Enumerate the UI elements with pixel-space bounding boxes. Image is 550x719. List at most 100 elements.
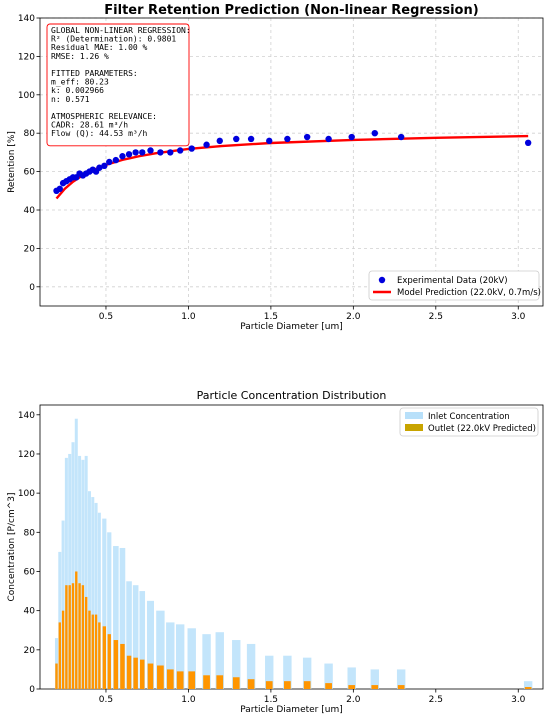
inlet-bar [246, 643, 256, 689]
y-tick-label: 0 [29, 685, 35, 695]
annotation-line: n: 0.571 [51, 95, 90, 104]
legend-swatch-inlet [405, 412, 423, 419]
outlet-bar [303, 681, 311, 689]
inlet-bar [126, 581, 132, 689]
y-tick-label: 40 [24, 607, 36, 617]
annotation-line: m_eff: 80.23 [51, 78, 109, 87]
y-tick-label: 20 [24, 646, 36, 656]
inlet-bar [396, 669, 406, 689]
y-tick-label: 140 [18, 411, 35, 421]
annotation-line: CADR: 28.61 m³/h [51, 121, 128, 130]
plot-frame [39, 17, 544, 307]
y-tick-label: 0 [29, 283, 35, 293]
experimental-data-point [167, 149, 174, 156]
legend-label-experimental: Experimental Data (20kV) [397, 276, 508, 286]
annotation-line: Flow (Q): 44.53 m³/h [51, 129, 148, 138]
inlet-bar [166, 622, 175, 689]
inlet-bar [61, 520, 65, 689]
inlet-bar [523, 681, 533, 689]
experimental-data-point [247, 135, 255, 143]
outlet-bar [176, 671, 184, 689]
outlet-bar [78, 583, 81, 689]
experimental-data-point [157, 149, 164, 156]
y-tick-label: 120 [18, 52, 35, 62]
inlet-bar [81, 459, 85, 689]
y-tick-label: 140 [18, 14, 35, 24]
experimental-data-point [348, 133, 355, 141]
inlet-bar [283, 655, 292, 689]
inlet-bar [74, 418, 78, 689]
experimental-data-point [325, 135, 332, 143]
y-tick-label: 60 [24, 567, 36, 577]
experimental-data-point [106, 158, 113, 166]
outlet-bar [120, 643, 125, 689]
inlet-bar [107, 532, 112, 689]
x-tick-label: 1.5 [264, 312, 278, 322]
experimental-data-point [132, 149, 139, 156]
outlet-bar [524, 687, 532, 689]
outlet-bar [325, 683, 332, 689]
outlet-bar [98, 622, 101, 689]
experimental-data-point [188, 145, 195, 152]
annotation-box [46, 23, 190, 147]
x-tick-label: 3.0 [511, 312, 526, 322]
outlet-bar [75, 571, 78, 689]
experimental-data-point [125, 151, 133, 158]
experimental-data-point [371, 130, 378, 137]
chart-title: Filter Retention Prediction (Non-linear … [104, 3, 478, 18]
outlet-bar [397, 685, 405, 689]
inlet-bar [78, 455, 82, 689]
inlet-bar [68, 453, 72, 689]
outlet-bar [81, 585, 85, 689]
experimental-data-point [112, 156, 120, 164]
inlet-bar [97, 512, 101, 689]
x-tick-label: 3.0 [511, 695, 526, 705]
legend-box [399, 407, 539, 437]
inlet-bar [265, 655, 274, 689]
inlet-bar [347, 667, 356, 689]
x-tick-label: 2.5 [429, 695, 443, 705]
outlet-bar [113, 640, 119, 689]
inlet-bar [156, 610, 165, 689]
inlet-bar [232, 640, 241, 689]
y-tick-label: 120 [18, 450, 35, 460]
annotation-line: FITTED PARAMETERS: [51, 69, 138, 78]
outlet-bar [166, 669, 174, 689]
outlet-bar [157, 665, 164, 689]
outlet-bar [94, 614, 98, 689]
inlet-bar [302, 657, 312, 689]
x-tick-label: 2.0 [346, 312, 361, 322]
x-axis-label: Particle Diameter [um] [240, 322, 343, 332]
retention-chart: 0.5 1.0 1.5 2.0 2.5 3.0 0 20 40 60 80 100 120 140 Filt… [7, 3, 544, 332]
legend-swatch-outlet [405, 424, 423, 431]
y-tick-label: 80 [24, 129, 36, 139]
x-tick-label: 1.5 [264, 695, 278, 705]
x-axis-label: Particle Diameter [um] [240, 705, 343, 715]
inlet-bar [139, 591, 146, 689]
inlet-bar [119, 547, 126, 689]
outlet-bar [348, 685, 356, 689]
experimental-data-point [119, 153, 126, 160]
outlet-bar [216, 675, 224, 689]
outlet-bar [126, 655, 132, 689]
x-tick-label: 1.0 [181, 695, 196, 705]
outlet-bar [65, 585, 68, 689]
annotation-line: ATMOSPHERIC RELEVANCE: [51, 112, 157, 121]
experimental-data-point [147, 147, 154, 154]
x-tick-label: 2.5 [429, 312, 443, 322]
annotation-line: Residual MAE: 1.00 % [51, 43, 148, 52]
outlet-bar [107, 634, 111, 689]
experimental-data-point [397, 133, 405, 141]
legend-label-outlet: Outlet (22.0kV Predicted) [428, 424, 536, 434]
outlet-bar [203, 675, 210, 689]
x-tick-label: 2.0 [346, 695, 361, 705]
outlet-bar [84, 596, 88, 689]
legend-label-inlet: Inlet Concentration [428, 412, 510, 422]
outlet-bar [284, 681, 291, 689]
outlet-bar [68, 585, 71, 689]
y-tick-label: 20 [24, 244, 36, 254]
inlet-bar [146, 600, 154, 689]
y-tick-label: 100 [18, 91, 35, 101]
outlet-bar [91, 614, 94, 689]
